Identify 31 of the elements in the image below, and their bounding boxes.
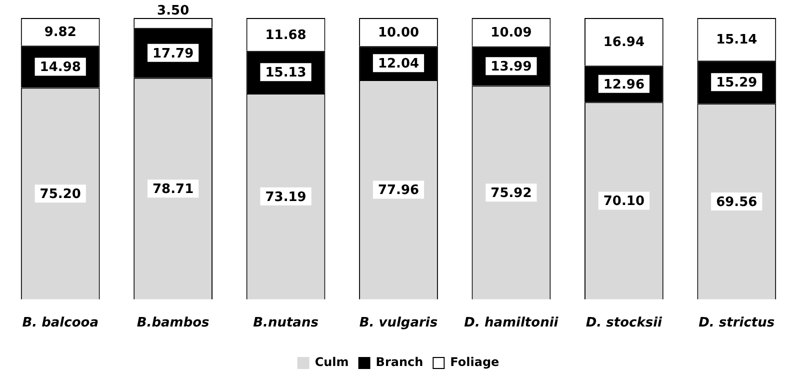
legend-label: Culm <box>314 355 349 370</box>
data-label: 78.71 <box>152 182 194 198</box>
data-label: 75.92 <box>490 186 532 201</box>
data-label: 15.13 <box>265 66 306 81</box>
x-tick-label: B.nutans <box>253 316 319 331</box>
data-label: 69.56 <box>716 194 758 210</box>
data-label: 15.14 <box>716 32 758 48</box>
data-label: 12.04 <box>378 56 420 72</box>
data-label: 70.10 <box>603 194 644 210</box>
x-tick-label: B. vulgaris <box>359 316 438 331</box>
x-tick-label: D. strictus <box>698 316 775 331</box>
data-label: 17.79 <box>152 46 194 62</box>
data-label: 14.98 <box>40 60 81 76</box>
legend-label: Branch <box>376 355 424 370</box>
data-label: 73.19 <box>265 190 306 205</box>
data-label: 10.09 <box>490 26 532 41</box>
data-label: 10.00 <box>378 25 420 40</box>
data-label: 12.96 <box>603 77 644 92</box>
x-tick-label: B. balcooa <box>22 316 98 331</box>
legend-label: Foliage <box>450 355 500 370</box>
data-label: 13.99 <box>490 59 532 74</box>
data-label: 3.50 <box>157 3 190 18</box>
data-label: 77.96 <box>378 183 420 198</box>
x-tick-label: B.bambos <box>136 316 210 331</box>
data-label: 11.68 <box>265 28 306 43</box>
data-label: 75.20 <box>40 186 81 202</box>
data-label: 9.82 <box>44 25 76 40</box>
x-tick-label: D. hamiltonii <box>464 316 559 331</box>
data-label: 15.29 <box>716 76 758 91</box>
data-label: 16.94 <box>603 35 644 50</box>
x-tick-label: D. stocksii <box>586 316 663 331</box>
